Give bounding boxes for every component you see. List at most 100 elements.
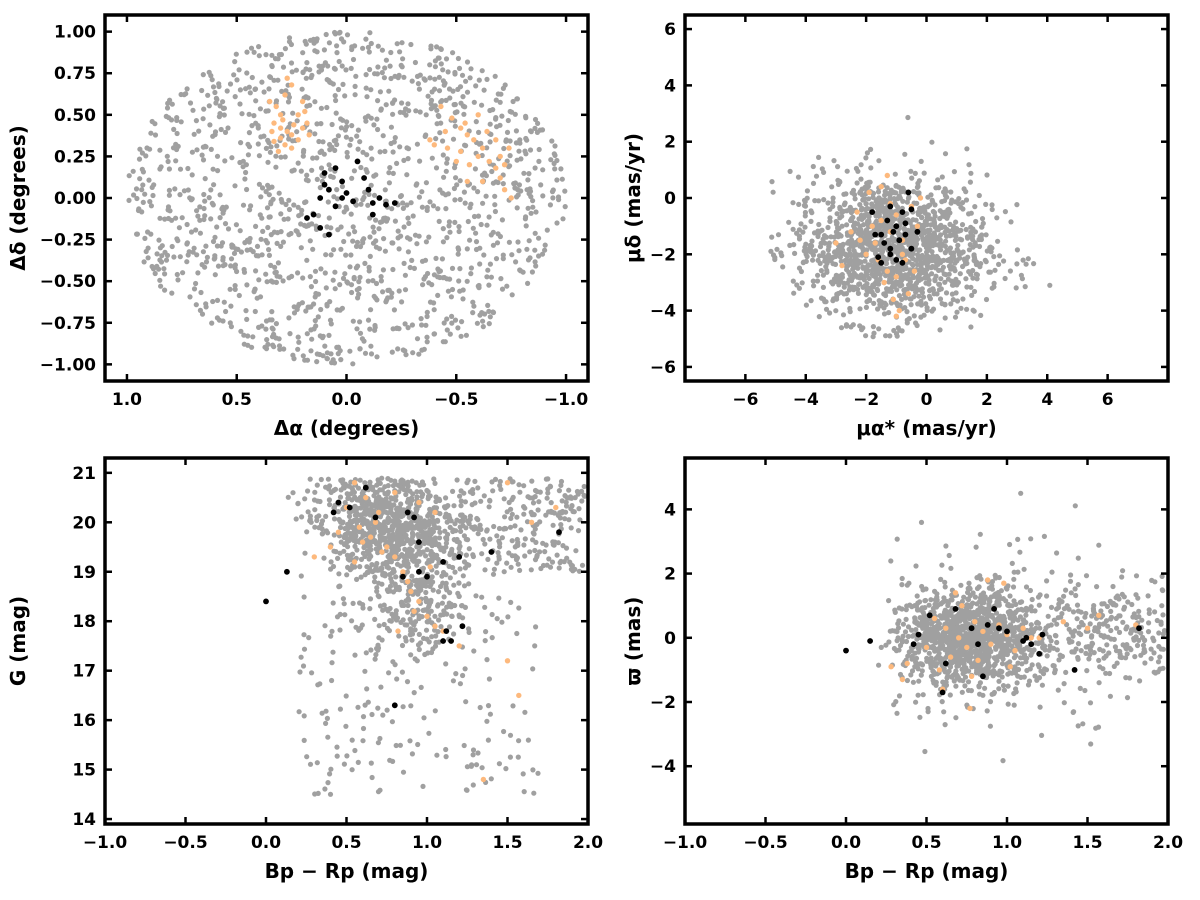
members-point [330,509,337,516]
background-point [863,201,869,207]
y-axis-label: μδ (mas/yr) [621,133,645,263]
background-point [314,176,320,182]
background-point [314,155,320,161]
background-point [352,43,358,49]
background-point [525,280,531,286]
background-point [409,322,415,328]
background-point [830,203,836,209]
background-point [576,506,582,512]
background-point [833,308,839,314]
background-point [203,301,209,307]
background-point [248,45,255,51]
background-point [517,489,523,495]
background-point [453,671,459,677]
candidates-point [917,195,924,201]
background-point [924,266,930,272]
background-point [514,96,521,102]
background-point [822,240,828,246]
background-point [482,541,488,547]
background-point [416,534,422,540]
x-tick-label: 1.0 [112,390,142,410]
background-point [510,703,516,709]
background-point [871,330,877,336]
background-point [468,265,474,271]
background-point [484,274,490,280]
background-point [457,266,463,272]
members-point [899,259,906,266]
background-point [459,319,465,325]
background-point [515,754,521,760]
candidates-point [839,262,845,269]
background-point [338,246,344,252]
background-point [838,233,844,239]
background-point [567,494,574,500]
background-point [362,350,369,356]
background-point [349,737,355,743]
background-point [427,536,433,542]
background-point [203,243,209,249]
background-point [460,523,466,529]
background-point [968,284,974,290]
background-point [857,190,863,196]
background-point [409,78,415,84]
background-point [896,293,903,299]
background-point [427,493,433,499]
background-point [381,602,387,608]
candidates-point [884,172,890,179]
background-point [871,282,877,288]
candidates-point [427,137,433,143]
members-point [383,201,389,208]
background-point [297,669,303,675]
background-point [270,326,276,332]
background-point [306,635,312,641]
background-point [949,291,956,297]
background-point [440,67,446,73]
x-tick-label: 1.0 [412,833,442,853]
background-point [419,614,425,620]
background-point [256,44,262,50]
background-point [404,558,410,564]
background-point [382,248,388,254]
background-point [409,478,415,484]
background-point [232,265,238,271]
background-point [486,321,492,327]
background-point [973,271,979,277]
background-point [516,182,523,188]
candidates-point [277,135,284,141]
background-point [214,297,221,303]
background-point [471,185,477,191]
background-point [458,528,464,535]
background-point [327,299,333,305]
background-point [473,246,480,253]
background-point [126,173,132,179]
background-point [469,502,475,508]
background-point [820,296,827,302]
background-point [393,742,399,749]
background-point [236,67,242,73]
background-point [450,50,456,56]
background-point [256,181,262,187]
background-point [494,124,500,130]
background-point [365,317,372,323]
background-point [868,165,874,171]
background-point [902,629,909,635]
background-point [318,165,325,171]
background-point [416,233,422,239]
background-point [318,266,324,272]
background-point [416,646,422,653]
candidates-point [273,103,279,110]
background-point [907,267,913,273]
background-point [324,715,330,722]
background-point [253,98,259,104]
background-point [350,224,356,230]
background-point [375,647,381,653]
background-point [401,487,407,493]
background-point [338,125,344,131]
background-point [204,254,210,260]
members-point [326,231,332,238]
background-point [337,611,343,618]
background-point [261,89,267,95]
background-point [951,169,958,175]
background-point [263,271,269,277]
background-point [392,97,398,103]
